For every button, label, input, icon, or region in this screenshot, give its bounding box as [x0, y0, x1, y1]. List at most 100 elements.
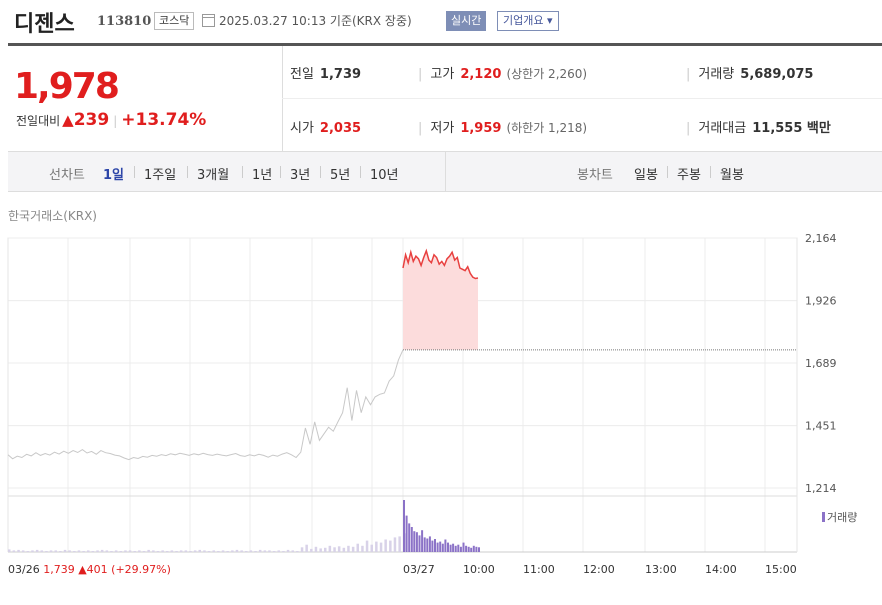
- tab-daily-candle[interactable]: 일봉: [634, 168, 658, 183]
- volume-bar: [221, 550, 225, 552]
- volume-bar: [17, 549, 20, 552]
- volume-bar: [49, 550, 53, 552]
- volume-bar: [370, 544, 373, 552]
- tab-3month[interactable]: 3개월: [197, 168, 230, 183]
- volume-bar: [328, 545, 332, 552]
- volume-bar: [21, 550, 25, 552]
- candle-chart-label: 봉차트: [577, 168, 613, 183]
- volume-bar: [457, 544, 460, 552]
- volume-bar: [142, 551, 146, 552]
- volume-bar: [452, 543, 455, 552]
- volume-bar: [286, 549, 290, 552]
- volume-bar: [410, 527, 413, 552]
- volume-bar: [324, 547, 327, 552]
- tab-5year[interactable]: 5년: [330, 168, 351, 183]
- stat-value: 2,120: [460, 67, 502, 82]
- x-axis-ticks: 03/27 10:00 11:00 12:00 13:00 14:00 15:00: [403, 563, 797, 576]
- volume-bar: [96, 550, 99, 552]
- volume-bar: [375, 541, 378, 552]
- tab-separator: [280, 166, 281, 178]
- volume-bar: [179, 550, 183, 552]
- prev-percent: (+29.97%): [111, 563, 171, 576]
- volume-bar: [470, 547, 473, 552]
- timestamp: 2025.03.27 10:13 기준(KRX 장중): [219, 14, 412, 28]
- prev-day-summary: 03/26 1,739 ▲401 (+29.97%): [8, 563, 171, 576]
- volume-bar: [291, 550, 294, 552]
- tab-1week[interactable]: 1주일: [144, 168, 177, 183]
- volume-bar: [26, 551, 30, 552]
- volume-bar: [305, 544, 308, 552]
- volume-bar: [105, 550, 109, 552]
- volume-bar: [337, 546, 341, 552]
- tab-monthly-candle[interactable]: 월봉: [720, 168, 744, 183]
- volume-bar: [472, 545, 475, 552]
- stat-value: 11,555 백만: [752, 121, 831, 136]
- stat-separator: |: [686, 67, 691, 82]
- calendar-icon: [202, 14, 215, 27]
- company-overview-dropdown[interactable]: 기업개요 ▾: [497, 11, 559, 31]
- volume-bar: [73, 551, 76, 552]
- tab-weekly-candle[interactable]: 주봉: [677, 168, 701, 183]
- stat-separator: |: [418, 67, 423, 82]
- current-price: 1,978: [14, 66, 120, 107]
- change-amount: 239: [73, 110, 110, 130]
- volume-bar: [258, 549, 262, 552]
- volume-bar: [254, 551, 257, 552]
- volume-bar: [478, 547, 480, 552]
- tab-3year[interactable]: 3년: [290, 168, 311, 183]
- tab-1year[interactable]: 1년: [252, 168, 273, 183]
- volume-bar: [454, 545, 457, 552]
- volume-bar: [459, 546, 462, 552]
- tab-1day[interactable]: 1일: [103, 168, 125, 183]
- stock-code: 113810: [97, 14, 152, 29]
- up-arrow-icon: ▲: [78, 563, 87, 576]
- volume-bar: [170, 550, 174, 552]
- volume-bar: [319, 548, 322, 552]
- volume-bar: [59, 551, 62, 552]
- volume-bar: [133, 551, 136, 552]
- volume-bar: [100, 549, 104, 552]
- volume-bar: [408, 523, 411, 552]
- volume-bar: [413, 531, 416, 552]
- x-tick-label: 15:00: [765, 563, 797, 576]
- volume-swatch: [822, 512, 825, 522]
- today-price-line: [402, 248, 479, 280]
- volume-bar: [114, 550, 118, 552]
- realtime-button[interactable]: 실시간: [446, 11, 487, 31]
- volume-bar: [193, 550, 197, 552]
- tab-group-divider: [445, 152, 446, 192]
- tab-separator: [242, 166, 243, 178]
- volume-bar: [342, 547, 346, 552]
- stat-low: | 저가 1,959 (하한가 1,218): [418, 117, 587, 136]
- volume-bar: [231, 550, 234, 552]
- volume-bar: [300, 547, 304, 552]
- y-tick-label: 1,451: [805, 420, 837, 433]
- volume-bar: [198, 549, 201, 552]
- volume-bar: [434, 539, 436, 552]
- change-percent: +13.74%: [121, 110, 207, 130]
- volume-bar: [439, 541, 442, 552]
- stat-label: 전일: [290, 67, 314, 82]
- chart-tabs: 선차트 1일 1주일 3개월 1년 3년 5년 10년 봉차트 일봉 주봉 월봉: [8, 152, 882, 192]
- volume-bar: [467, 546, 470, 552]
- volume-bar: [405, 515, 408, 552]
- volume-bar: [63, 549, 67, 552]
- x-tick-label: 14:00: [705, 563, 737, 576]
- volume-legend: 거래량: [822, 509, 857, 525]
- volume-bar: [138, 550, 141, 552]
- tab-10year[interactable]: 10년: [370, 168, 399, 183]
- x-tick-label: 12:00: [583, 563, 615, 576]
- volume-bar: [272, 551, 276, 552]
- volume-bar: [475, 546, 478, 552]
- y-axis-ticks: 2,164 1,926 1,689 1,451 1,214: [805, 232, 837, 495]
- volume-bar: [226, 551, 229, 552]
- volume-bar: [240, 550, 243, 552]
- data-source-label: 한국거래소(KRX): [8, 209, 97, 223]
- volume-bar: [54, 550, 57, 552]
- x-tick-label: 13:00: [645, 563, 677, 576]
- quote-panel: 1,978 전일대비 ▲239 | +13.74% 전일 1,739 | 고가 2,120(…: [8, 46, 882, 152]
- volume-bar: [465, 545, 468, 552]
- volume-bar: [156, 551, 160, 552]
- price-chart: 2,164 1,926 1,689 1,451 1,214 03/27 10:00 11:0…: [7, 232, 837, 576]
- volume-bar: [418, 535, 421, 552]
